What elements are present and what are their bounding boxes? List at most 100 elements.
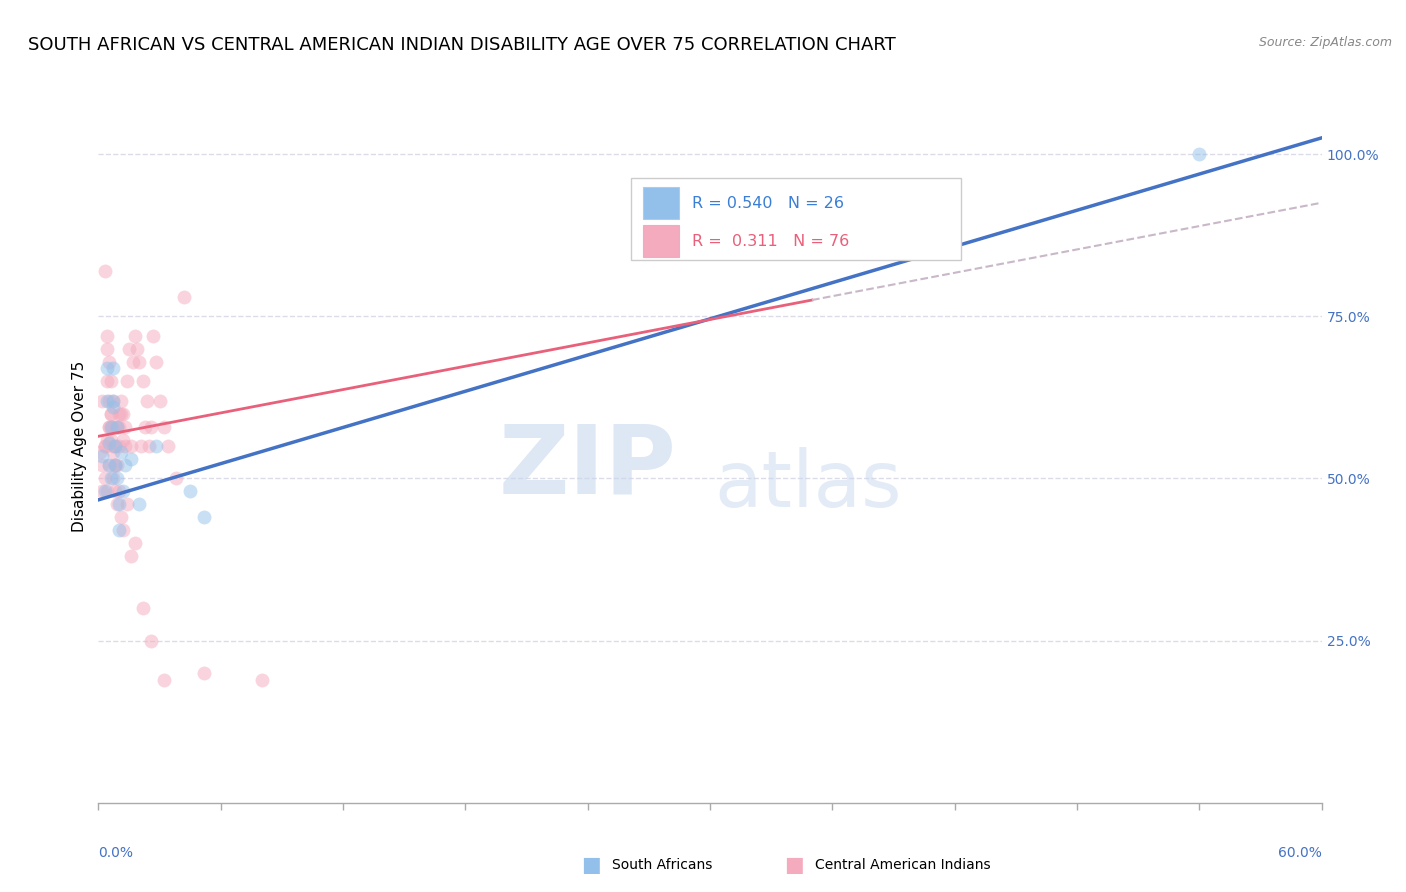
Point (105, 471, 128, 485)
Point (136, 393, 159, 408)
Point (193, 666, 215, 681)
Point (96, 342, 118, 356)
Text: 0.0%: 0.0% (98, 846, 134, 860)
Point (108, 497, 131, 511)
Point (124, 536, 146, 550)
Point (104, 458, 127, 473)
Point (104, 458, 127, 473)
Point (108, 524, 131, 538)
Point (97, 458, 120, 473)
Point (108, 439, 131, 453)
Point (93, 264, 115, 278)
Point (129, 439, 152, 453)
Y-axis label: Disability Age Over 75: Disability Age Over 75 (72, 360, 87, 532)
Point (128, 354, 150, 368)
Point (96, 433, 118, 447)
Point (114, 458, 136, 473)
Point (97, 435, 120, 450)
Point (93, 484, 115, 499)
Point (145, 354, 167, 368)
Point (111, 484, 134, 499)
Point (91, 449, 114, 463)
Point (105, 419, 128, 434)
Point (165, 471, 187, 485)
Point (101, 361, 124, 376)
Point (101, 439, 124, 453)
Point (101, 393, 124, 408)
Text: SOUTH AFRICAN VS CENTRAL AMERICAN INDIAN DISABILITY AGE OVER 75 CORRELATION CHAR: SOUTH AFRICAN VS CENTRAL AMERICAN INDIAN… (28, 36, 896, 54)
FancyBboxPatch shape (630, 178, 960, 260)
Point (114, 439, 136, 453)
Point (110, 393, 132, 408)
Point (100, 433, 122, 447)
Point (120, 549, 142, 564)
Point (1188, 147, 1211, 161)
Bar (643, 225, 679, 257)
Point (104, 439, 127, 453)
Text: ZIP: ZIP (499, 421, 676, 514)
Point (105, 419, 128, 434)
Point (115, 374, 138, 388)
Text: Source: ZipAtlas.com: Source: ZipAtlas.com (1258, 36, 1392, 49)
Point (128, 497, 150, 511)
Point (105, 458, 128, 473)
Point (101, 400, 124, 414)
Point (122, 354, 145, 368)
Point (91, 458, 114, 473)
Point (115, 497, 138, 511)
Point (111, 407, 134, 421)
Point (193, 510, 215, 524)
Point (101, 471, 124, 485)
Point (91, 393, 114, 408)
Point (156, 439, 179, 453)
Point (111, 433, 134, 447)
Text: R = 0.540   N = 26: R = 0.540 N = 26 (692, 196, 844, 211)
Point (120, 439, 142, 453)
Point (108, 407, 131, 421)
Point (101, 445, 124, 459)
Point (96, 484, 118, 499)
Point (93, 471, 115, 485)
Point (138, 439, 160, 453)
Point (152, 673, 174, 687)
Point (93, 439, 115, 453)
Text: atlas: atlas (714, 447, 901, 524)
Point (250, 673, 273, 687)
Point (89, 445, 111, 459)
Point (97, 393, 120, 408)
Point (100, 407, 122, 421)
Text: South Africans: South Africans (612, 858, 711, 872)
Point (96, 328, 118, 343)
Point (141, 419, 163, 434)
Point (111, 524, 134, 538)
Point (149, 393, 172, 408)
Point (97, 354, 120, 368)
Point (124, 328, 146, 343)
Point (93, 439, 115, 453)
Point (97, 419, 120, 434)
Point (108, 484, 131, 499)
Point (101, 393, 124, 408)
Point (96, 393, 118, 408)
Point (110, 510, 132, 524)
Point (114, 419, 136, 434)
Point (108, 419, 131, 434)
Point (96, 374, 118, 388)
Point (100, 419, 122, 434)
Point (141, 633, 163, 648)
Point (100, 407, 122, 421)
Point (97, 419, 120, 434)
Point (91, 484, 114, 499)
Point (101, 419, 124, 434)
Point (104, 458, 127, 473)
Point (97, 458, 120, 473)
Point (105, 497, 128, 511)
Point (132, 374, 155, 388)
Bar (643, 187, 679, 219)
Point (110, 407, 132, 421)
Point (104, 484, 127, 499)
Text: 60.0%: 60.0% (1278, 846, 1322, 860)
Point (145, 439, 167, 453)
Point (152, 419, 174, 434)
Point (110, 445, 132, 459)
